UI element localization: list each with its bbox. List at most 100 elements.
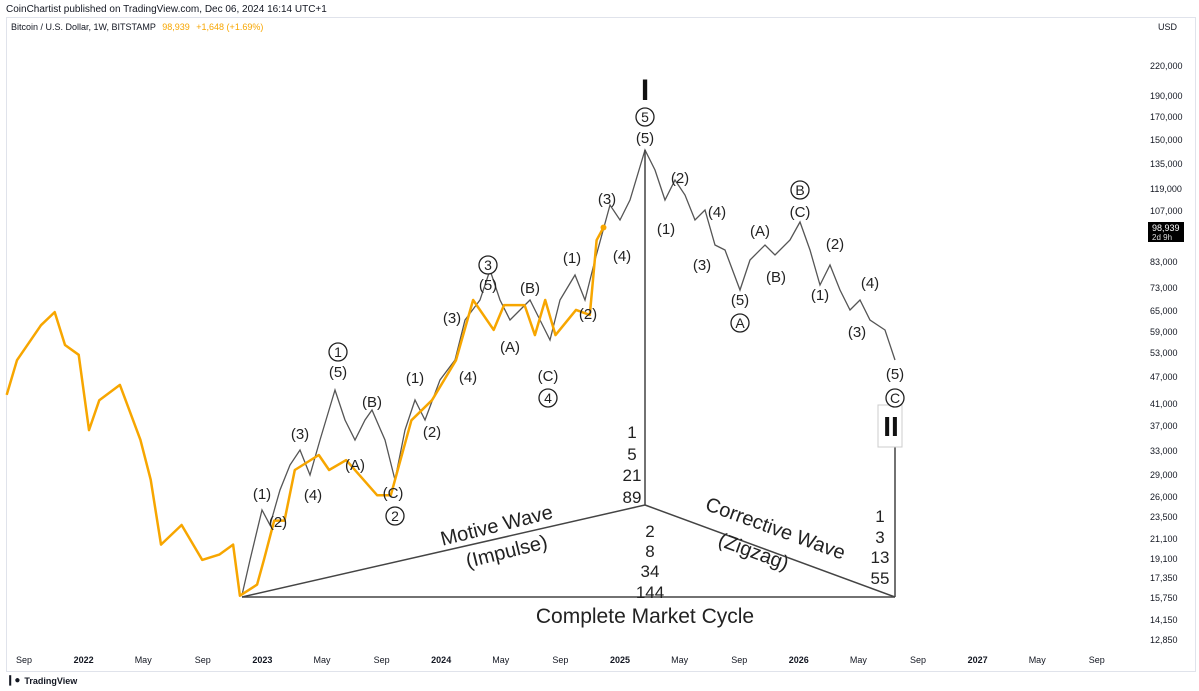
fibonacci-count: 89 [623, 488, 642, 507]
wave-label: (2) [826, 236, 844, 253]
x-tick-label: 2025 [610, 655, 630, 665]
degree-box [877, 404, 903, 448]
published-info: CoinChartist published on TradingView.co… [6, 4, 327, 15]
circled-wave-label: B [790, 180, 810, 200]
y-tick-label: 14,150 [1150, 615, 1178, 625]
fibonacci-count: 144 [636, 583, 664, 602]
x-tick-label: Sep [552, 655, 568, 665]
circled-wave-label: 4 [538, 388, 558, 408]
tradingview-footer[interactable]: ❙● TradingView [6, 675, 77, 686]
fibonacci-count: 13 [871, 548, 890, 567]
wave-label: (2) [269, 514, 287, 531]
x-tick-label: Sep [1089, 655, 1105, 665]
chart-frame[interactable] [6, 17, 1196, 672]
price-line [5, 226, 605, 597]
wave-label: (1) [657, 221, 675, 238]
y-tick-label: 150,000 [1150, 135, 1183, 145]
y-tick-label: 12,850 [1150, 635, 1178, 645]
circled-wave-label: 2 [385, 506, 405, 526]
price-change: +1,648 (+1.69%) [196, 22, 264, 32]
x-tick-label: May [313, 655, 331, 665]
wave-label: (B) [766, 269, 786, 286]
wave-label: (3) [598, 191, 616, 208]
svg-text:2: 2 [391, 508, 399, 524]
wave-label: (4) [708, 204, 726, 221]
y-tick-label: 19,100 [1150, 554, 1178, 564]
y-tick-label: 26,000 [1150, 492, 1178, 502]
fibonacci-count: 5 [627, 445, 636, 464]
x-tick-label: 2022 [74, 655, 94, 665]
y-tick-label: 107,000 [1150, 206, 1183, 216]
y-tick-label: 47,000 [1150, 372, 1178, 382]
y-tick-label: 37,000 [1150, 421, 1178, 431]
y-tick-label: 119,000 [1150, 184, 1182, 194]
y-tick-label: 15,750 [1150, 593, 1178, 603]
circled-wave-label: 1 [328, 342, 348, 362]
circled-wave-label: 3 [478, 255, 498, 275]
symbol-legend: Bitcoin / U.S. Dollar, 1W, BITSTAMP 98,9… [11, 22, 263, 32]
fibonacci-count: 1 [627, 423, 636, 442]
degree-label-bottom: II [883, 411, 899, 442]
fibonacci-count: 2 [645, 522, 654, 541]
wave-label: (2) [671, 170, 689, 187]
last-price: 98,939 [162, 22, 190, 32]
wave-label: (5) [731, 292, 749, 309]
y-tick-label: 41,000 [1150, 399, 1178, 409]
wave-label: (C) [538, 368, 559, 385]
wave-label: (4) [613, 248, 631, 265]
wave-label: (A) [500, 339, 520, 356]
wave-label: (C) [790, 204, 811, 221]
cycle-triangle-line [241, 504, 646, 598]
tradingview-logo-icon: ❙● [6, 675, 21, 686]
last-price-dot [600, 224, 607, 231]
wave-label: (4) [861, 275, 879, 292]
svg-text:C: C [890, 390, 900, 406]
wave-label: (B) [520, 280, 540, 297]
wave-label: (1) [253, 486, 271, 503]
symbol-name: Bitcoin / U.S. Dollar, 1W, BITSTAMP [11, 22, 156, 32]
y-tick-label: 73,000 [1150, 283, 1178, 293]
y-tick-label: 59,000 [1150, 327, 1178, 337]
wave-label: (3) [693, 257, 711, 274]
x-tick-label: 2027 [968, 655, 988, 665]
y-tick-label: 33,000 [1150, 446, 1178, 456]
wave-label: (B) [362, 394, 382, 411]
x-tick-label: Sep [16, 655, 32, 665]
x-tick-label: Sep [910, 655, 926, 665]
y-tick-label: 21,100 [1150, 534, 1178, 544]
wave-label: (1) [811, 287, 829, 304]
y-tick-label: 135,000 [1150, 159, 1183, 169]
elliott-wave-path [241, 148, 896, 596]
wave-label: (2) [423, 424, 441, 441]
svg-text:5: 5 [641, 109, 649, 125]
x-tick-label: May [492, 655, 510, 665]
svg-text:4: 4 [544, 390, 552, 406]
wave-label: (A) [750, 223, 770, 240]
x-tick-label: May [1029, 655, 1047, 665]
x-tick-label: Sep [195, 655, 211, 665]
y-tick-label: 83,000 [1150, 257, 1178, 267]
x-tick-label: 2026 [789, 655, 809, 665]
x-tick-label: Sep [731, 655, 747, 665]
wave-label: (3) [291, 426, 309, 443]
degree-label-top: I [641, 74, 649, 107]
y-tick-label: 65,000 [1150, 306, 1178, 316]
circled-wave-label: 5 [635, 107, 655, 127]
y-tick-label: 53,000 [1150, 348, 1178, 358]
wave-label: (3) [848, 324, 866, 341]
wave-label: (2) [579, 306, 597, 323]
x-tick-label: 2023 [252, 655, 272, 665]
svg-text:3: 3 [484, 257, 492, 273]
circled-wave-label: C [885, 388, 905, 408]
wave-label: (4) [459, 369, 477, 386]
circled-wave-label: A [730, 313, 750, 333]
fibonacci-count: 3 [875, 528, 884, 547]
y-tick-label: 220,000 [1150, 61, 1183, 71]
wave-label: (1) [563, 250, 581, 267]
y-tick-label: 29,000 [1150, 470, 1178, 480]
wave-label: (A) [345, 457, 365, 474]
price-tag-countdown: 2d 9h [1152, 233, 1172, 242]
wave-label: (1) [406, 370, 424, 387]
y-tick-label: 190,000 [1150, 91, 1183, 101]
